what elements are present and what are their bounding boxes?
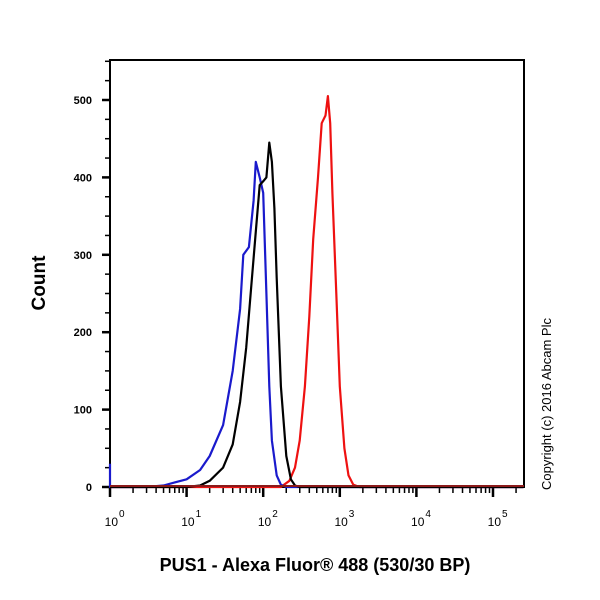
svg-text:10: 10 bbox=[411, 515, 425, 529]
svg-text:10: 10 bbox=[258, 515, 272, 529]
svg-text:5: 5 bbox=[502, 509, 508, 520]
x-tick-label: 102 bbox=[258, 509, 278, 529]
svg-text:2: 2 bbox=[272, 509, 278, 520]
red-histogram-line bbox=[110, 94, 524, 489]
svg-text:0: 0 bbox=[119, 509, 125, 520]
svg-text:10: 10 bbox=[488, 515, 502, 529]
svg-text:10: 10 bbox=[334, 515, 348, 529]
svg-text:3: 3 bbox=[349, 509, 355, 520]
data-series bbox=[108, 94, 524, 489]
y-tick-label: 200 bbox=[74, 327, 92, 339]
copyright-notice: Copyright (c) 2016 Abcam Plc bbox=[539, 318, 554, 490]
y-tick-label: 400 bbox=[74, 172, 92, 184]
y-axis-label: Count bbox=[29, 255, 50, 311]
y-tick-label: 0 bbox=[86, 482, 92, 494]
y-axis: 0 100 200 300 400 500 bbox=[74, 60, 110, 494]
black-histogram-line bbox=[110, 141, 524, 489]
svg-text:1: 1 bbox=[196, 509, 202, 520]
x-tick-label: 100 bbox=[105, 509, 125, 529]
y-tick-label: 300 bbox=[74, 250, 92, 262]
x-tick-label: 101 bbox=[181, 509, 201, 529]
x-axis-label: PUS1 - Alexa Fluor® 488 (530/30 BP) bbox=[159, 555, 471, 575]
svg-text:4: 4 bbox=[425, 509, 431, 520]
plot-frame bbox=[109, 59, 525, 488]
svg-text:10: 10 bbox=[105, 515, 119, 529]
x-tick-label: 104 bbox=[411, 509, 431, 529]
svg-text:10: 10 bbox=[181, 515, 195, 529]
y-tick-label: 500 bbox=[74, 95, 92, 107]
x-tick-label: 103 bbox=[334, 509, 354, 529]
x-tick-label: 105 bbox=[488, 509, 508, 529]
y-tick-label: 100 bbox=[74, 405, 92, 417]
blue-histogram-line bbox=[108, 160, 524, 489]
